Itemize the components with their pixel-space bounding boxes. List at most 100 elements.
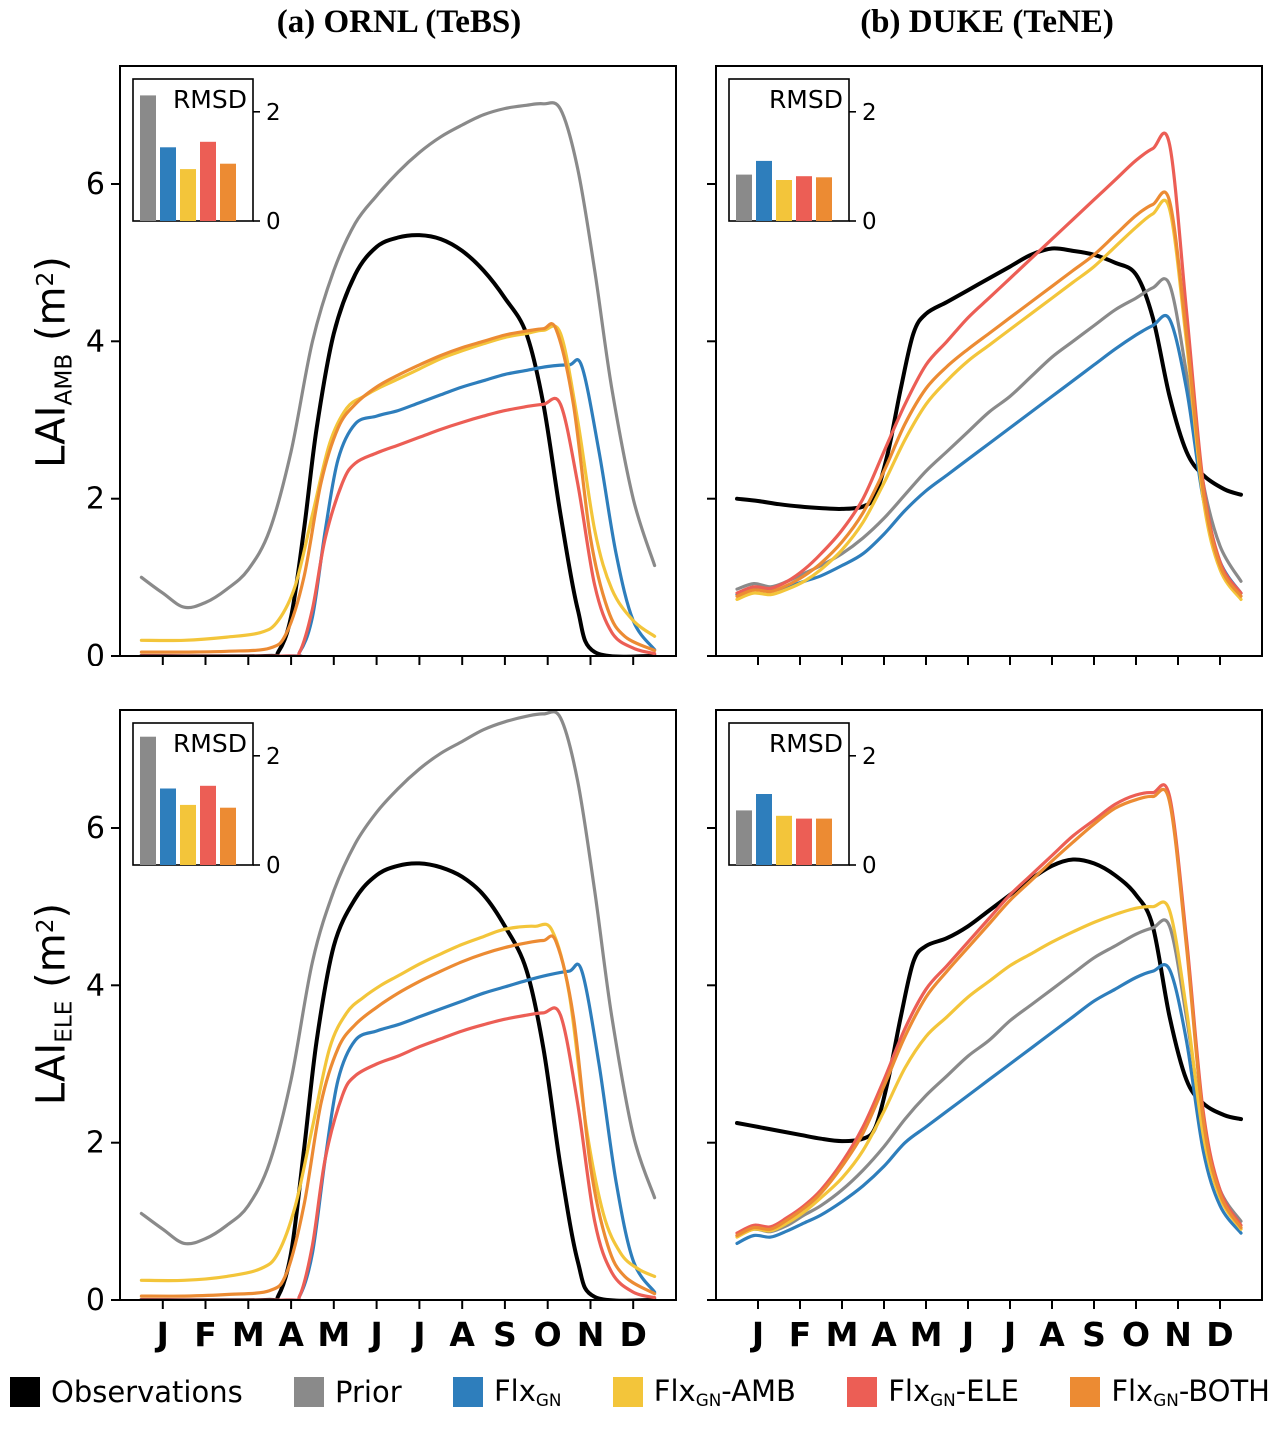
rmsd-bar-flxgn_both: [816, 818, 832, 865]
series-line-flxgn_amb: [139, 324, 657, 643]
panel-duke-ele: J F M A M J J A S O N D 0 2 RMSD: [702, 700, 1274, 1364]
rmsd-bar-flxgn: [160, 788, 176, 865]
rmsd-inset-tick-label: 2: [862, 744, 877, 770]
series-line-observations: [139, 233, 657, 656]
rmsd-bar-prior: [736, 810, 752, 865]
x-tick-label: F: [789, 1315, 812, 1354]
series-line-observations: [735, 857, 1243, 1144]
x-tick-label: D: [1206, 1315, 1233, 1354]
x-tick-label: J: [750, 1315, 764, 1354]
rmsd-bar-flxgn_both: [220, 807, 236, 865]
series-line-flxgn_both: [139, 322, 657, 654]
rmsd-bar-flxgn_both: [816, 177, 832, 221]
rmsd-bar-prior: [140, 95, 156, 221]
series-line-prior: [735, 277, 1243, 591]
legend-swatch-flxgn: [452, 1377, 483, 1408]
panel-svg-a: 0 2 4 6 0 2 RMSD: [86, 65, 677, 674]
x-tick-label: S: [493, 1315, 517, 1354]
legend-label-observations: Observations: [51, 1375, 243, 1410]
legend-swatch-observations: [10, 1377, 40, 1408]
x-tick-label: O: [534, 1315, 562, 1354]
series-line-prior: [735, 918, 1243, 1238]
x-tick-label: N: [1164, 1315, 1192, 1354]
legend-item-flxgn-ele: FlxGN-ELE: [847, 1374, 1019, 1410]
legend-label-flxgn: FlxGN: [493, 1374, 562, 1411]
rmsd-inset-tick-label: 0: [266, 209, 281, 235]
legend: Observations Prior FlxGN FlxGN-AMB FlxGN-ELE…: [0, 1374, 1280, 1410]
rmsd-bar-flxgn_amb: [776, 815, 792, 865]
legend-item-flxgn: FlxGN: [452, 1374, 562, 1411]
rmsd-inset-tick-label: 2: [862, 100, 877, 126]
series-line-flxgn: [139, 962, 657, 1300]
x-tick-label: J: [411, 1315, 425, 1354]
rmsd-bar-flxgn: [160, 147, 176, 221]
panel-ornl-amb: 0 2 4 6 0 2 RMSD: [66, 56, 688, 674]
rmsd-bar-flxgn_both: [220, 163, 236, 221]
y-tick-label: 0: [86, 1283, 105, 1318]
y-tick-label: 4: [86, 968, 105, 1003]
legend-swatch-flxgn-both: [1070, 1377, 1101, 1408]
legend-item-flxgn-both: FlxGN-BOTH: [1070, 1374, 1270, 1410]
x-tick-label: J: [155, 1315, 169, 1354]
rmsd-inset-title: RMSD: [173, 729, 247, 758]
x-tick-label: A: [278, 1315, 304, 1354]
panel-ornl-ele: J F M A M J J A S O N D 0 2 4 6 0 2 RMSD: [66, 700, 688, 1364]
series-line-prior: [139, 710, 657, 1246]
axes-frame: [715, 65, 1263, 657]
x-tick-label: J: [1002, 1315, 1016, 1354]
legend-item-observations: Observations: [10, 1375, 243, 1409]
rmsd-bar-flxgn_amb: [180, 169, 196, 221]
y-tick-label: 6: [86, 811, 105, 846]
legend-label-flxgn-amb: FlxGN-AMB: [653, 1374, 796, 1411]
x-tick-label: A: [871, 1315, 897, 1354]
series-line-flxgn_amb: [735, 198, 1243, 601]
series-line-flxgn_ele: [139, 396, 657, 656]
rmsd-bar-prior: [736, 174, 752, 221]
rmsd-bar-flxgn: [756, 794, 772, 865]
rmsd-bar-flxgn_ele: [796, 176, 812, 221]
y-tick-label: 2: [86, 482, 105, 517]
rmsd-inset-tick-label: 0: [862, 853, 877, 879]
rmsd-bar-flxgn_ele: [796, 818, 812, 865]
rmsd-bar-prior: [140, 736, 156, 865]
x-tick-label: N: [577, 1315, 605, 1354]
legend-swatch-flxgn-ele: [847, 1377, 878, 1408]
rmsd-inset-title: RMSD: [769, 729, 843, 758]
legend-label-flxgn-ele: FlxGN-ELE: [888, 1374, 1019, 1411]
series-line-observations: [735, 246, 1243, 511]
series-line-flxgn_both: [139, 934, 657, 1298]
y-tick-label: 6: [86, 167, 105, 202]
rmsd-bar-flxgn_ele: [200, 141, 216, 221]
y-tick-label: 2: [86, 1126, 105, 1161]
axes-frame: [119, 65, 677, 657]
legend-label-prior: Prior: [335, 1375, 402, 1410]
legend-item-flxgn-amb: FlxGN-AMB: [612, 1374, 796, 1411]
x-tick-label: O: [1122, 1315, 1150, 1354]
rmsd-inset-tick-label: 2: [266, 744, 281, 770]
rmsd-bar-flxgn_ele: [200, 785, 216, 865]
x-tick-label: M: [826, 1315, 859, 1354]
x-tick-label: S: [1082, 1315, 1106, 1354]
panel-svg-b: 0 2 RMSD: [707, 65, 1263, 665]
series-line-prior: [139, 101, 657, 610]
x-tick-label: F: [194, 1315, 217, 1354]
series-line-flxgn_both: [735, 787, 1243, 1238]
x-tick-label: M: [910, 1315, 943, 1354]
rmsd-inset-title: RMSD: [173, 85, 247, 114]
series-line-flxgn_ele: [735, 131, 1243, 595]
panel-b-title: (b) DUKE (TeNE): [860, 4, 1114, 40]
x-tick-label: J: [368, 1315, 382, 1354]
series-line-flxgn: [735, 963, 1243, 1245]
x-tick-label: J: [960, 1315, 974, 1354]
x-tick-label: M: [232, 1315, 265, 1354]
panel-a-title: (a) ORNL (TeBS): [276, 4, 522, 40]
rmsd-bar-flxgn_amb: [776, 180, 792, 221]
axes-frame: [119, 709, 677, 1301]
y-tick-label: 0: [86, 639, 105, 666]
rmsd-inset-tick-label: 2: [266, 100, 281, 126]
series-line-flxgn_ele: [139, 1006, 657, 1300]
legend-label-flxgn-both: FlxGN-BOTH: [1111, 1374, 1270, 1411]
panel-duke-amb: 0 2 RMSD: [702, 56, 1274, 666]
